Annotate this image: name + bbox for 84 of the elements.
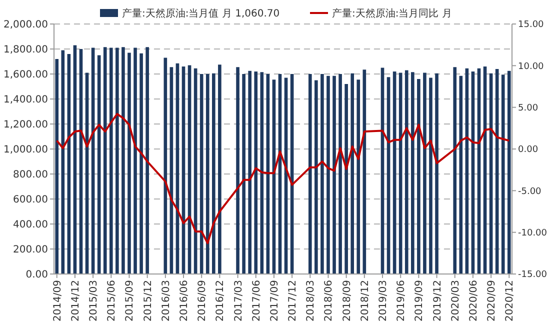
x-tick-label: 2015/09 — [124, 280, 136, 322]
bar — [236, 67, 240, 274]
bar — [128, 52, 131, 274]
bar — [423, 72, 426, 274]
bar — [314, 80, 318, 274]
y-tick-label: 600.00 — [13, 194, 48, 206]
y2-tick-label: -10.00 — [518, 228, 548, 238]
bar — [410, 72, 414, 274]
bar — [55, 59, 59, 274]
x-tick-label: 2019/03 — [378, 280, 389, 322]
x-tick-label: 2016/12 — [215, 280, 226, 322]
y-tick-label: 800.00 — [13, 170, 48, 180]
bar — [417, 79, 420, 274]
bar — [435, 73, 438, 274]
y-tick-label: 1,200.00 — [3, 120, 48, 130]
bar — [109, 48, 113, 274]
y2-tick-label: 10.00 — [518, 62, 544, 72]
bar — [332, 76, 336, 274]
y2-tick-label: 0.00 — [518, 145, 538, 156]
bar — [356, 80, 360, 274]
bar — [429, 78, 432, 274]
x-tick-label: 2017/06 — [251, 280, 262, 322]
y-tick-label: 2,000.00 — [3, 20, 48, 30]
line-series — [56, 113, 510, 244]
legend-label: 产量:天然原油:当月同比 月 — [332, 8, 452, 20]
x-tick-label: 2018/06 — [324, 280, 335, 322]
bar — [404, 70, 408, 274]
x-tick-label: 2020/12 — [504, 280, 516, 322]
bar — [308, 74, 312, 274]
bar — [459, 76, 463, 274]
x-tick-label: 2017/09 — [269, 280, 280, 322]
x-tick-label: 2017/03 — [233, 280, 244, 322]
x-tick-label: 2020/03 — [450, 280, 462, 322]
x-tick-label: 2016/06 — [179, 280, 190, 322]
x-tick-label: 2015/06 — [106, 280, 118, 322]
bar — [218, 64, 222, 274]
x-tick-label: 2015/03 — [88, 280, 100, 322]
bar — [320, 74, 324, 274]
x-tick-label: 2018/12 — [360, 280, 371, 322]
x-tick-label: 2017/12 — [288, 280, 299, 322]
bar — [140, 53, 143, 274]
x-tick-label: 2014/09 — [52, 280, 64, 322]
bar — [61, 50, 65, 274]
bar — [507, 70, 511, 274]
bar — [242, 74, 246, 274]
x-tick-label: 2016/03 — [160, 280, 172, 322]
bar — [116, 48, 119, 274]
y-tick-label: 1,800.00 — [3, 44, 48, 56]
bar — [350, 73, 354, 274]
x-tick-label: 2020/06 — [468, 280, 480, 322]
y-tick-label: 1,600.00 — [3, 70, 48, 80]
y-tick-label: 1,000.00 — [3, 144, 48, 156]
y-tick-label: 200.00 — [13, 244, 48, 256]
y2-tick-label: 5.00 — [518, 103, 538, 114]
x-tick-label: 2016/09 — [197, 280, 208, 322]
bar — [206, 74, 210, 274]
bar — [501, 74, 505, 274]
bar — [146, 47, 149, 274]
x-tick-label: 2019/12 — [432, 280, 444, 322]
x-tick-label: 2020/09 — [486, 280, 498, 322]
y-tick-label: 0.00 — [26, 270, 48, 280]
x-tick-label: 2015/12 — [142, 280, 154, 322]
bar — [248, 70, 252, 274]
bar — [103, 47, 107, 274]
bar — [122, 47, 125, 274]
bar — [338, 74, 342, 274]
bar — [254, 72, 258, 274]
y2-tick-label: -15.00 — [518, 270, 548, 280]
x-tick-label: 2019/09 — [414, 280, 426, 322]
bar — [344, 84, 348, 274]
x-tick-label: 2018/03 — [306, 280, 317, 322]
bar — [453, 67, 457, 274]
y-tick-label: 1,400.00 — [3, 94, 48, 106]
bar — [326, 76, 330, 274]
y2-tick-label: 15.00 — [518, 20, 544, 30]
legend-label: 产量:天然原油:当月值 月 1,060.70 — [122, 8, 280, 20]
x-tick-label: 2018/09 — [342, 280, 353, 322]
x-tick-label: 2019/06 — [396, 280, 408, 322]
bar — [134, 48, 137, 274]
x-tick-label: 2014/12 — [70, 280, 82, 322]
y2-tick-label: -5.00 — [518, 186, 542, 197]
bar — [212, 73, 216, 274]
y-tick-label: 400.00 — [13, 220, 48, 230]
bar — [260, 72, 264, 274]
